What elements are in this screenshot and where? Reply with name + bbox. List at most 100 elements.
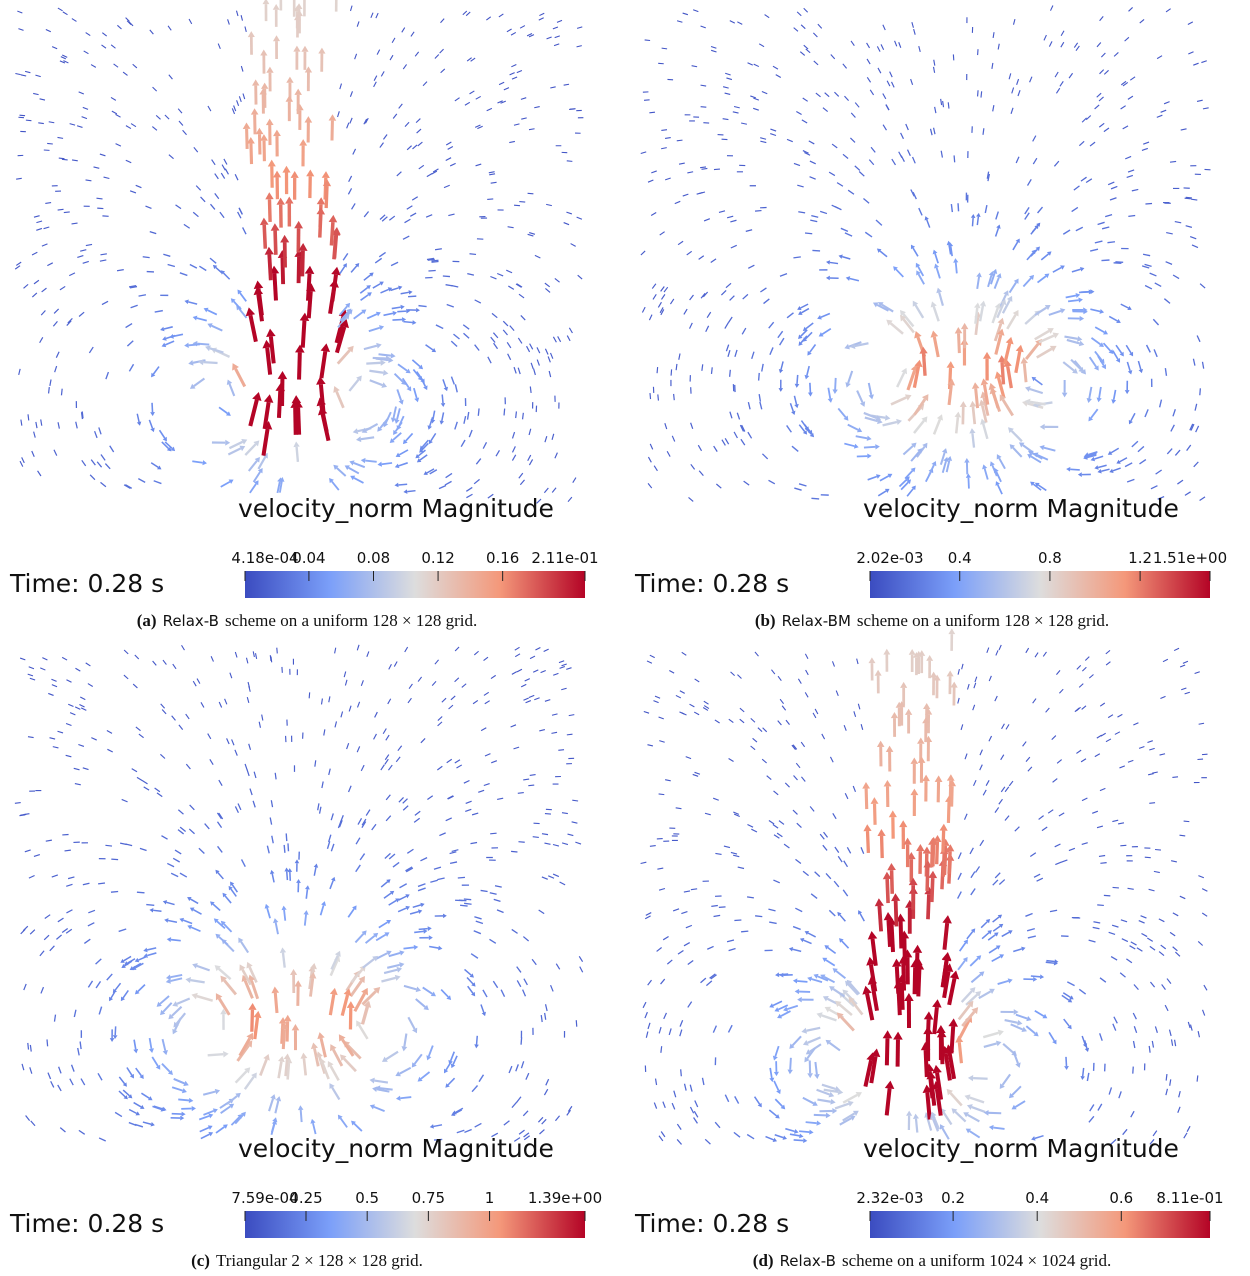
arrow-head: [151, 372, 156, 378]
arrow-head: [1012, 309, 1019, 317]
arrow: [1092, 926, 1100, 930]
arrow: [827, 946, 837, 955]
arrow: [207, 105, 212, 112]
arrow-head: [389, 438, 395, 444]
arrow-head: [971, 382, 980, 389]
arrow: [729, 20, 736, 24]
arrow: [48, 692, 54, 696]
arrow: [1098, 96, 1104, 102]
arrow: [1199, 283, 1206, 289]
arrow: [773, 879, 781, 884]
arrow: [1179, 834, 1186, 837]
arrow: [429, 945, 439, 949]
arrow: [724, 92, 731, 95]
arrow-head: [996, 273, 1002, 279]
arrow-head: [951, 1108, 958, 1114]
arrow: [405, 866, 413, 872]
arrow: [1001, 723, 1005, 730]
arrow: [1149, 981, 1156, 988]
arrow-head: [868, 394, 874, 400]
colorbar: [870, 1211, 1210, 1238]
arrow-head: [899, 930, 910, 939]
arrow: [817, 1098, 831, 1103]
arrow: [1140, 915, 1147, 919]
arrow: [953, 155, 956, 163]
arrow: [380, 881, 389, 888]
arrow: [668, 1028, 672, 1036]
vector-field: [14, 0, 584, 504]
arrow: [170, 977, 183, 983]
arrow: [351, 203, 356, 210]
arrow: [1097, 904, 1104, 907]
arrow: [156, 792, 163, 798]
arrow: [97, 1072, 103, 1081]
arrow: [1014, 1100, 1026, 1108]
arrow-head: [895, 913, 906, 922]
arrow-head: [1039, 974, 1045, 980]
arrow: [447, 1077, 456, 1086]
arrow: [330, 813, 334, 821]
arrow-head: [1015, 1062, 1021, 1068]
arrow: [1098, 386, 1102, 399]
arrow: [25, 1115, 31, 1121]
arrow: [154, 309, 163, 313]
arrow: [514, 646, 520, 651]
arrow: [430, 432, 437, 442]
arrow: [326, 841, 331, 849]
arrow: [733, 431, 738, 439]
arrow: [727, 349, 731, 358]
arrow-head: [162, 900, 168, 905]
arrow: [67, 876, 75, 880]
arrow: [519, 479, 525, 486]
arrow: [1133, 1026, 1138, 1034]
arrow-head: [874, 669, 882, 676]
arrow: [1012, 18, 1016, 25]
arrow: [957, 1020, 970, 1041]
arrow: [753, 63, 760, 68]
arrow-head: [966, 1000, 974, 1008]
arrow: [970, 888, 976, 896]
arrow: [338, 820, 343, 828]
arrow: [750, 717, 756, 723]
arrow: [576, 26, 583, 29]
arrow: [59, 1127, 66, 1133]
arrow: [834, 206, 842, 211]
legend-title: velocity_norm Magnitude: [238, 494, 554, 523]
arrow: [1046, 959, 1055, 963]
arrow-head: [134, 957, 140, 963]
arrow: [686, 250, 693, 256]
arrow-head: [273, 918, 279, 924]
arrow-head: [820, 974, 826, 980]
arrow: [700, 166, 707, 169]
arrow-head: [248, 1002, 257, 1010]
arrow-head: [230, 881, 235, 887]
arrow: [475, 95, 481, 100]
arrow: [809, 806, 815, 812]
arrow: [29, 929, 36, 935]
arrow: [47, 142, 53, 145]
arrow: [341, 1038, 355, 1057]
arrow: [1068, 847, 1076, 852]
arrow: [379, 1087, 393, 1091]
arrow-head: [866, 435, 872, 441]
arrow: [408, 295, 417, 298]
arrow: [454, 97, 460, 102]
arrow-head: [331, 266, 341, 276]
arrow: [450, 340, 458, 348]
arrow: [489, 938, 497, 944]
arrow: [223, 158, 228, 165]
arrow-head: [252, 79, 260, 86]
arrow: [276, 390, 283, 418]
arrow: [702, 291, 709, 298]
arrow: [523, 1132, 530, 1138]
arrow: [520, 1061, 525, 1069]
arrow: [409, 910, 419, 915]
arrow: [677, 240, 684, 246]
arrow: [378, 251, 386, 258]
arrow: [437, 721, 443, 727]
arrow-head: [941, 1045, 951, 1055]
arrow: [222, 272, 231, 280]
arrow: [947, 1051, 957, 1080]
arrow: [85, 32, 91, 37]
arrow: [1024, 207, 1030, 215]
